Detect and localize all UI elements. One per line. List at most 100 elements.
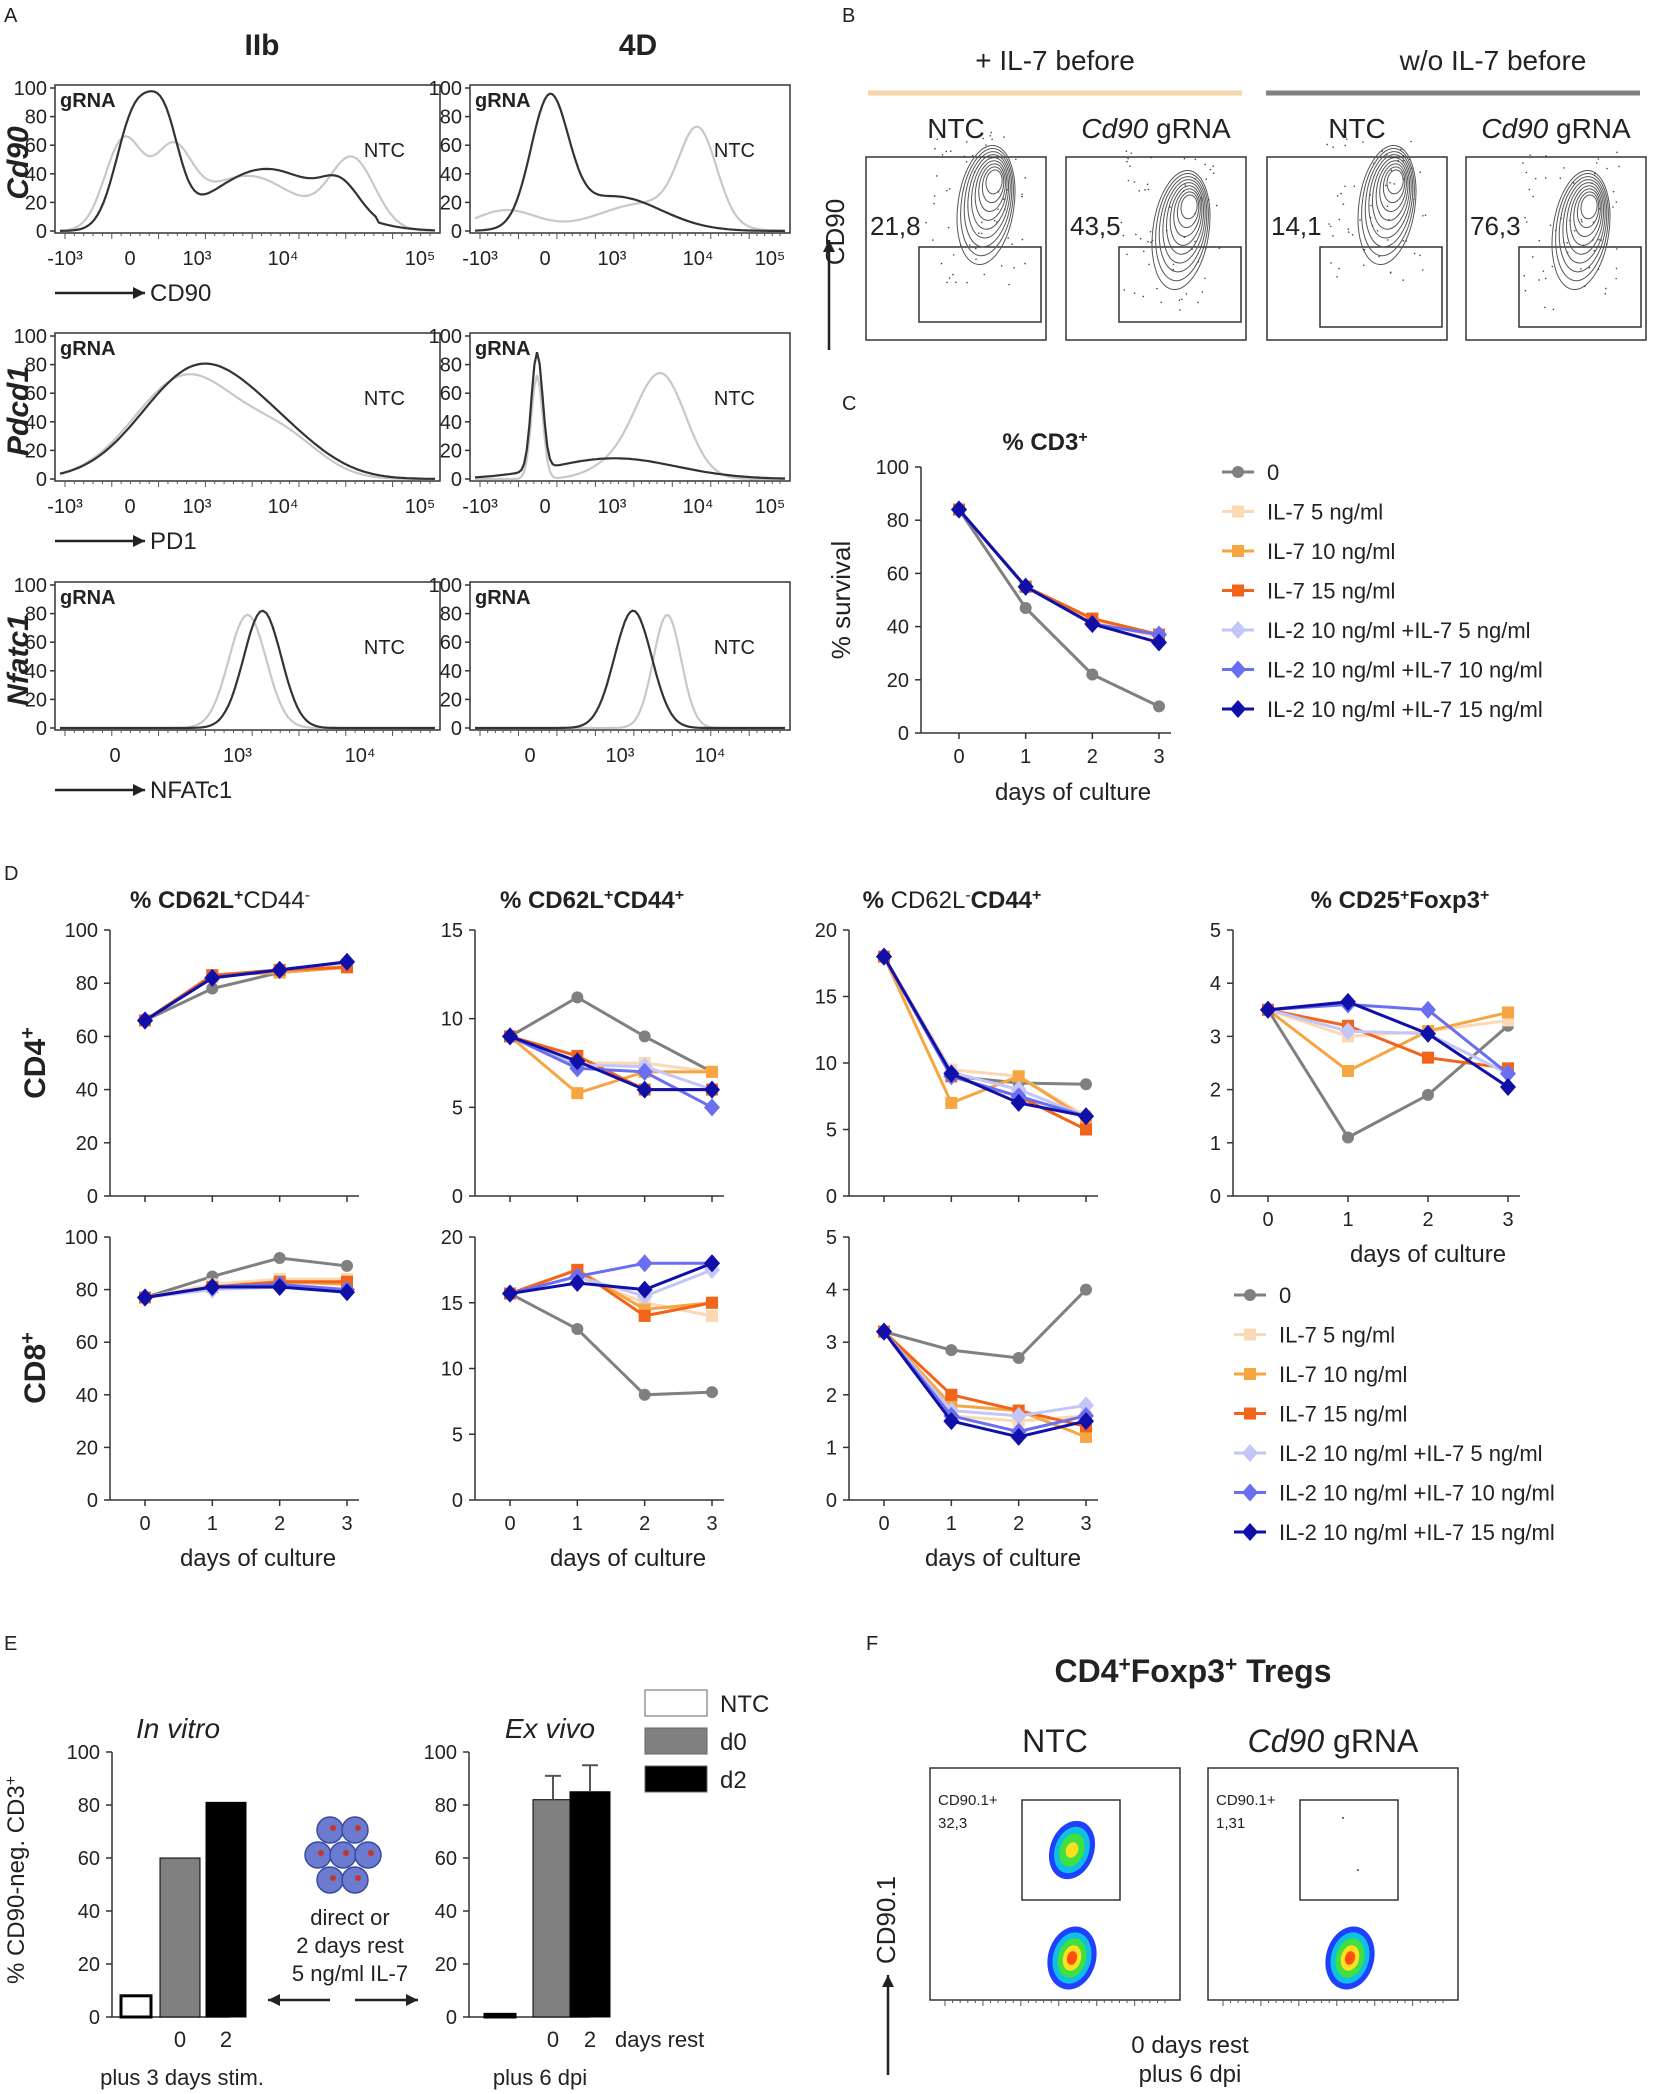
x-tick-label: 1 xyxy=(572,1513,583,1535)
ntc-histogram xyxy=(60,613,435,730)
event-dot xyxy=(1338,267,1340,270)
event-dot xyxy=(1003,198,1005,200)
y-tick-label: 0 xyxy=(451,469,462,491)
contour-ring xyxy=(1569,185,1603,246)
event-dot xyxy=(1194,158,1197,161)
legend-label: IL-2 10 ng/ml +IL-7 10 ng/ml xyxy=(1267,658,1543,683)
data-point xyxy=(1342,1131,1354,1144)
data-point xyxy=(1078,1107,1094,1126)
series-line-1 xyxy=(882,955,1087,1118)
event-dot xyxy=(1151,239,1154,242)
y-tick-label: 20 xyxy=(440,440,462,462)
y-tick-label: 40 xyxy=(887,617,909,639)
data-point xyxy=(502,1027,518,1046)
y-tick-label: 40 xyxy=(25,412,47,434)
event-dot xyxy=(1566,242,1568,244)
event-dot xyxy=(1122,234,1125,237)
contour-ring xyxy=(1357,144,1417,266)
data-point xyxy=(636,1280,653,1299)
event-dot xyxy=(941,155,944,158)
y-tick-label: 1 xyxy=(826,1437,837,1459)
y-tick-label: 20 xyxy=(887,670,909,692)
y-tick-label: 0 xyxy=(446,2007,457,2029)
data-point xyxy=(271,1277,288,1296)
legend-marker xyxy=(1232,505,1244,518)
event-dot xyxy=(1182,190,1185,192)
data-point xyxy=(638,1388,651,1401)
y-tick-label: 80 xyxy=(887,510,909,532)
y-tick-label: 40 xyxy=(440,412,462,434)
x-tick-label: 2 xyxy=(1013,1513,1024,1535)
panel-letter: A xyxy=(4,5,18,27)
legend-marker xyxy=(1232,545,1244,557)
legend-label: IL-7 5 ng/ml xyxy=(1279,1323,1395,1348)
x-tick-label: 2 xyxy=(584,2027,596,2052)
gate-label: CD90.1+ xyxy=(938,1792,998,1809)
event-dot xyxy=(1172,268,1175,271)
event-dot xyxy=(997,190,1000,193)
y-tick-label: 5 xyxy=(1210,920,1221,942)
contour-ring xyxy=(1162,179,1206,264)
series-line-0 xyxy=(883,1288,1088,1360)
event-dot xyxy=(1212,165,1215,167)
event-dot xyxy=(1332,146,1334,149)
data-point xyxy=(1342,1064,1354,1077)
event-dot xyxy=(1194,212,1196,215)
x-tick-label: 2 xyxy=(1422,1209,1433,1231)
panel-letter: E xyxy=(4,1633,17,1655)
x-tick-label: 1 xyxy=(207,1513,218,1535)
legend-marker xyxy=(1232,584,1244,597)
data-point xyxy=(339,952,355,971)
y-tick-label: 80 xyxy=(76,973,98,995)
data-point xyxy=(1420,1024,1436,1043)
y-tick-label: 20 xyxy=(815,920,837,942)
y-tick-label: 100 xyxy=(429,575,462,597)
event-dot xyxy=(971,154,974,157)
y-tick-label: 40 xyxy=(435,1901,457,1923)
contour-ring xyxy=(985,169,1003,195)
sample-label: gRNA xyxy=(60,90,116,112)
data-point xyxy=(273,1252,286,1265)
event-dot xyxy=(1616,248,1618,250)
event-dot xyxy=(1332,235,1334,237)
y-tick-label: 80 xyxy=(78,1795,100,1817)
grna-histogram xyxy=(59,362,436,480)
y-tick-label: 10 xyxy=(441,1359,463,1381)
annotation-text: 2 days rest xyxy=(296,1933,404,1958)
y-tick-label: 40 xyxy=(440,164,462,186)
y-tick-label: 100 xyxy=(14,78,47,100)
legend-label: NTC xyxy=(720,1691,769,1718)
chart-title: % CD62L+CD44+ xyxy=(500,887,684,915)
event-dot xyxy=(1180,298,1183,300)
grna-histogram xyxy=(59,90,436,232)
event-dot xyxy=(945,150,948,153)
panel-letter: B xyxy=(842,5,855,27)
event-dot xyxy=(1194,240,1196,243)
series-line-6 xyxy=(144,960,348,1022)
x-tick-label: 10³ xyxy=(223,745,252,767)
event-dot xyxy=(1147,188,1150,191)
gene-label: Pdcd1 xyxy=(2,366,35,456)
contour-ring xyxy=(1562,179,1606,264)
event-dot xyxy=(1563,241,1565,244)
x-tick-label: 2 xyxy=(220,2027,232,2052)
event-dot xyxy=(1133,181,1136,183)
event-dot xyxy=(1615,201,1618,203)
legend-marker xyxy=(1230,621,1246,639)
contour-ring xyxy=(960,148,1014,257)
y-tick-label: 40 xyxy=(440,661,462,683)
y-tick-label: 15 xyxy=(441,1293,463,1315)
legend-marker xyxy=(1232,466,1244,478)
event-dot xyxy=(1389,271,1392,274)
event-dot xyxy=(1200,197,1202,199)
y-axis-arrow-head xyxy=(882,1975,894,1987)
y-tick-label: 80 xyxy=(440,107,462,129)
contour-ring xyxy=(1151,169,1211,291)
event-dot xyxy=(941,154,944,156)
x-tick-label: 2 xyxy=(274,1513,285,1535)
y-tick-label: 5 xyxy=(826,1120,837,1142)
data-point xyxy=(704,1080,720,1099)
event-dot xyxy=(974,247,977,250)
legend-label: IL-7 10 ng/ml xyxy=(1279,1362,1407,1387)
event-dot xyxy=(1612,206,1614,208)
